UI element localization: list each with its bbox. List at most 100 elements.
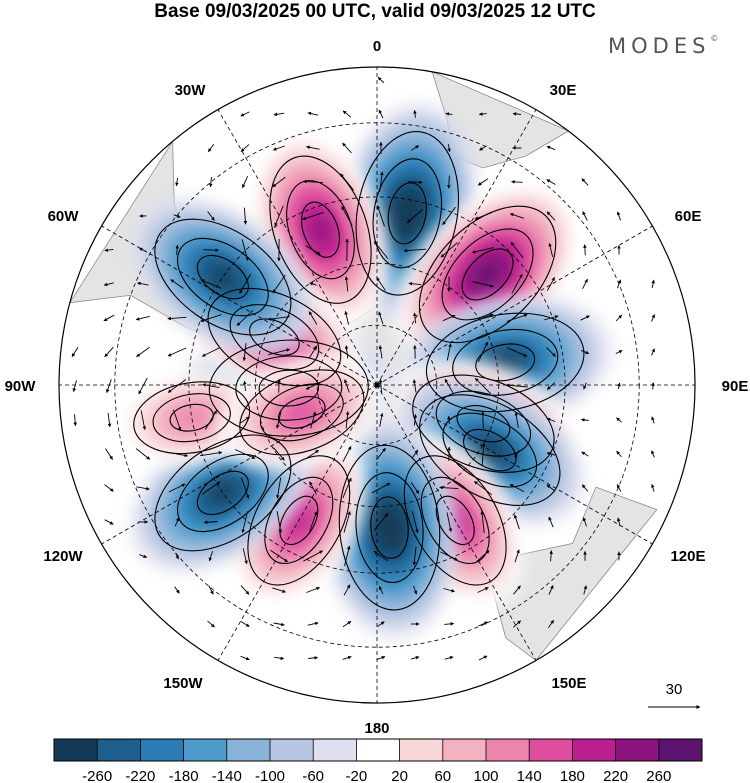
wind-vector — [200, 451, 223, 457]
brand-logo: MODES© — [608, 34, 718, 58]
wind-vector — [474, 212, 492, 220]
wind-vector — [272, 145, 285, 151]
south-pole-marker — [374, 382, 380, 388]
wind-vector — [105, 448, 113, 460]
wind-vector — [581, 484, 589, 492]
wind-vector — [478, 655, 488, 661]
wind-vector — [442, 206, 456, 226]
wind-vector — [209, 177, 213, 188]
wind-vector — [310, 411, 317, 429]
wind-vector — [379, 412, 384, 427]
wind-vector — [200, 314, 222, 323]
wind-vector — [506, 313, 528, 322]
wind-vector — [377, 621, 385, 627]
wind-vector — [305, 245, 321, 255]
wind-vector — [344, 379, 350, 393]
wind-vector — [479, 145, 487, 151]
wind-vector — [234, 449, 256, 459]
wind-vector — [168, 483, 186, 493]
wind-vector — [651, 416, 655, 424]
wind-vector — [302, 212, 324, 221]
latitude-circle — [188, 196, 566, 574]
wind-vector — [511, 180, 523, 184]
wind-vector — [306, 586, 320, 593]
wind-vector — [107, 412, 112, 428]
wind-vector — [240, 585, 250, 595]
wind-vector — [474, 377, 492, 395]
label-meridian-60w: 60W — [48, 208, 80, 225]
wind-vector — [272, 274, 286, 294]
wind-vector — [480, 510, 485, 533]
wind-vector — [240, 477, 250, 499]
wind-vector — [472, 280, 495, 288]
wind-vector — [276, 411, 282, 429]
wind-vector — [581, 178, 589, 186]
label-meridian-180: 180 — [364, 720, 389, 737]
wind-vector — [548, 585, 554, 595]
wind-vector — [546, 484, 556, 492]
colorbar-swatch — [97, 739, 141, 761]
wind-vector — [344, 310, 350, 325]
colorbar-swatch — [442, 739, 487, 761]
wind-vector — [166, 451, 189, 458]
wind-vector — [277, 378, 281, 393]
wind-vector — [305, 382, 321, 390]
wind-vector — [240, 621, 250, 627]
wind-vector — [583, 585, 588, 595]
wind-vector — [174, 517, 180, 527]
wind-vector — [242, 548, 248, 565]
wind-vector — [303, 550, 324, 562]
wind-vectors — [71, 76, 655, 661]
colorbar-swatch — [572, 739, 616, 761]
wind-vector — [276, 511, 283, 534]
wind-vector — [371, 482, 391, 494]
colorbar-tick-label: -100 — [255, 768, 285, 783]
label-meridian-0: 0 — [373, 38, 381, 55]
wind-vector — [240, 416, 250, 424]
wind-vector — [471, 247, 494, 254]
wind-vector — [477, 341, 489, 363]
wind-vector — [447, 415, 451, 424]
colorbar-tick-label: -180 — [169, 768, 199, 783]
wind-vector — [308, 311, 318, 325]
wind-vector — [440, 242, 458, 258]
wind-vector — [616, 484, 622, 492]
colorbar-frame — [53, 738, 703, 762]
wind-vector — [476, 550, 490, 562]
wind-vector — [651, 314, 655, 322]
wind-vector — [651, 382, 655, 390]
wind-vector — [474, 480, 492, 496]
wind-vector — [241, 176, 249, 189]
wind-vector — [208, 585, 214, 595]
wind-vector — [341, 205, 353, 226]
wind-vector — [514, 449, 520, 459]
graticule — [59, 67, 695, 703]
wind-vector — [413, 414, 418, 426]
wind-vector — [236, 310, 254, 326]
wind-vector — [302, 179, 323, 184]
wind-vector — [273, 447, 285, 461]
wind-vector — [241, 511, 248, 534]
colorbar-tick-label: 20 — [391, 768, 408, 783]
wind-vector — [412, 379, 417, 393]
wind-vector — [546, 211, 556, 221]
wind-vector — [481, 442, 486, 466]
wind-vector — [373, 241, 389, 259]
wind-vector — [106, 379, 112, 393]
wind-vector — [509, 483, 525, 493]
wind-vector — [344, 545, 351, 567]
wind-vector — [583, 382, 587, 390]
wind-vector — [104, 519, 114, 525]
wind-vector — [308, 345, 318, 359]
wind-vector — [307, 449, 319, 459]
wind-vector — [617, 382, 621, 390]
wind-vector — [201, 481, 221, 495]
wind-vector — [344, 345, 349, 359]
wind-vector — [410, 145, 420, 151]
wind-vector — [138, 247, 148, 253]
wind-vector — [174, 586, 180, 594]
wind-vector — [444, 378, 454, 394]
wind-vector — [616, 417, 622, 423]
wind-vector — [103, 282, 115, 287]
wind-vector — [513, 620, 521, 628]
